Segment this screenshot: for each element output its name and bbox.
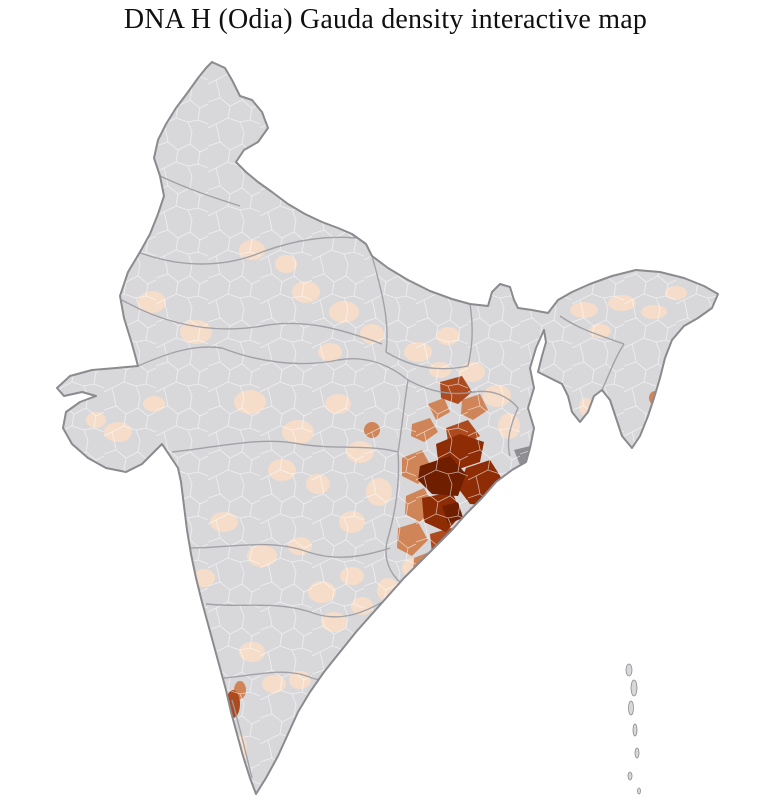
district-patch[interactable] — [182, 617, 192, 641]
state-border-line — [189, 543, 391, 558]
state-border-line — [397, 379, 409, 453]
state-border-line — [159, 175, 241, 207]
island[interactable] — [628, 700, 634, 716]
state-border-line — [559, 315, 625, 345]
state-border-line — [507, 407, 519, 457]
island[interactable] — [627, 771, 633, 781]
state-border-line — [467, 303, 473, 367]
state-border-line — [385, 351, 469, 370]
state-border-line — [137, 236, 357, 265]
district-patch[interactable] — [421, 577, 439, 595]
district-patch[interactable] — [459, 532, 492, 564]
state-border-line — [231, 699, 253, 779]
india-outline — [56, 61, 719, 795]
state-border-line — [137, 346, 223, 367]
state-border-line — [601, 343, 625, 391]
state-border-line — [371, 255, 388, 353]
district-boundaries-texture — [57, 62, 718, 794]
island[interactable] — [632, 723, 638, 737]
state-border-line — [205, 599, 387, 618]
state-border-line — [171, 440, 399, 453]
page-title: DNA H (Odia) Gauda density interactive m… — [123, 4, 648, 35]
island[interactable] — [630, 679, 638, 697]
island[interactable] — [625, 663, 633, 677]
state-border-line — [221, 347, 409, 381]
andaman-nicobar-islands[interactable] — [625, 663, 641, 795]
state-border-line — [121, 299, 383, 345]
island[interactable] — [634, 747, 640, 759]
island[interactable] — [637, 787, 641, 795]
state-border-line — [407, 379, 519, 409]
district-patch[interactable] — [394, 601, 412, 623]
state-border-line — [385, 451, 403, 585]
